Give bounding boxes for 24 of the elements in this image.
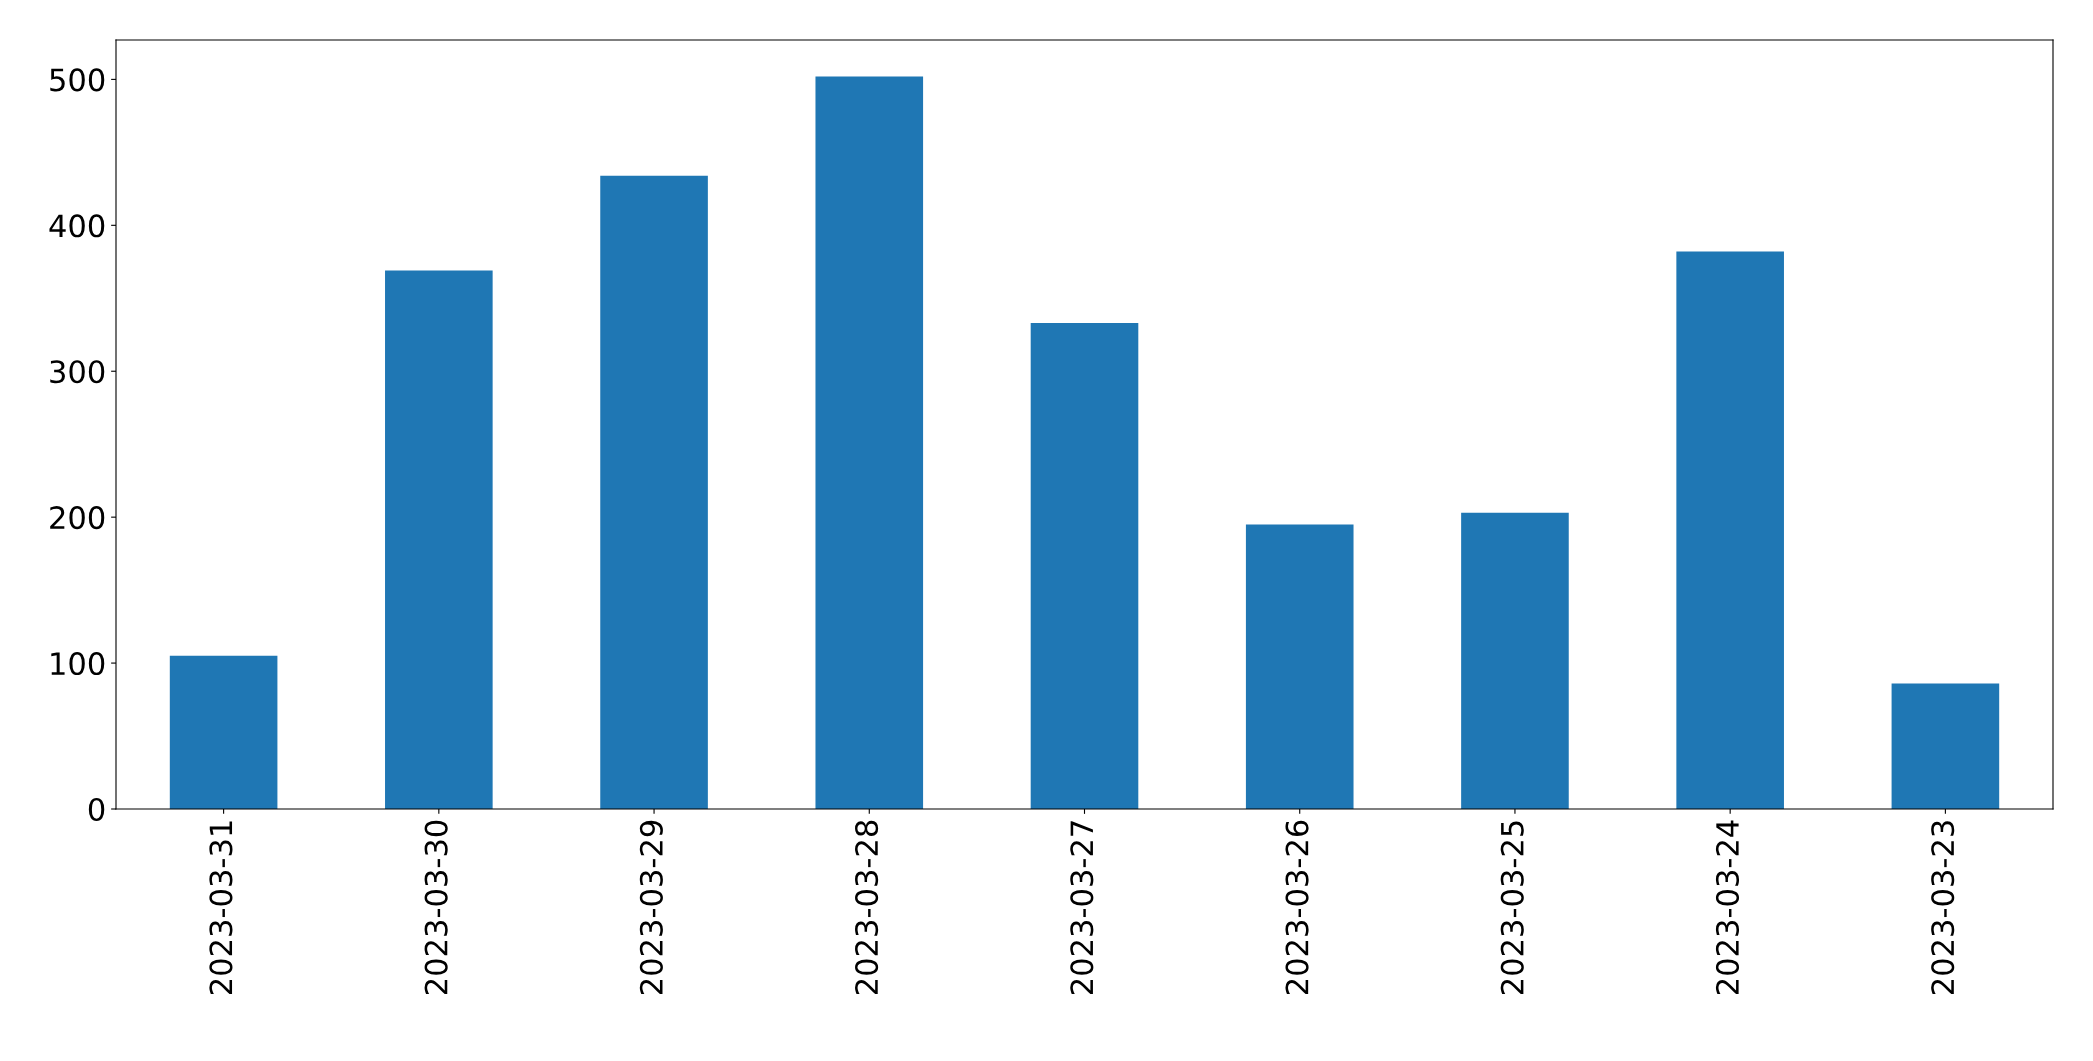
y-tick-label: 200 <box>50 506 105 530</box>
bar <box>1030 323 1139 809</box>
x-tick-label: 2023-03-26 <box>1285 820 1309 995</box>
y-tick-label: 0 <box>88 797 105 822</box>
x-tick-label: 2023-03-30 <box>424 820 448 995</box>
x-tick-label: 2023-03-24 <box>1715 820 1740 995</box>
bar <box>1891 683 2000 809</box>
x-tick-label: 2023-03-31 <box>209 821 233 995</box>
y-tick-label: 300 <box>50 360 105 384</box>
x-tick-label: 2023-03-25 <box>1500 821 1524 995</box>
bar <box>385 270 493 809</box>
y-tick-label: 500 <box>50 68 105 92</box>
bar <box>1676 251 1784 809</box>
bar <box>815 76 924 809</box>
bar <box>169 655 278 809</box>
x-tick-label: 2023-03-28 <box>855 820 879 995</box>
y-tick-label: 400 <box>49 214 105 238</box>
bar <box>600 175 708 809</box>
x-tick-label: 2023-03-23 <box>1931 821 1955 995</box>
bar <box>1461 512 1569 809</box>
x-tick-label: 2023-03-29 <box>639 820 663 995</box>
x-tick-label: 2023-03-27 <box>1070 821 1094 995</box>
y-tick-label: 100 <box>51 652 105 676</box>
bar <box>1245 524 1354 809</box>
